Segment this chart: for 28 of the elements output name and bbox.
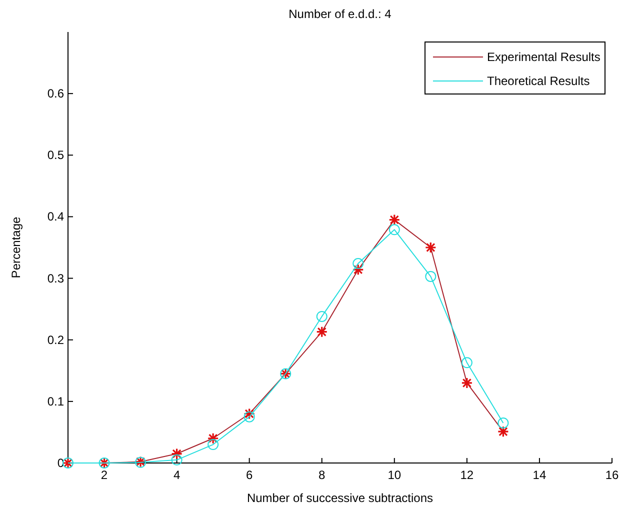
point: [461, 357, 472, 368]
y-tick-label: 0.3: [47, 271, 64, 286]
y-axis-title: Percentage: [9, 216, 23, 278]
x-tick-label: 14: [532, 468, 546, 482]
y-tick-label: 0.2: [47, 332, 64, 347]
x-tick-label: 4: [173, 468, 180, 482]
point: [208, 439, 219, 450]
y-tick-label: 0.1: [47, 394, 64, 408]
point: [352, 258, 364, 270]
x-tick-label: 12: [460, 468, 474, 482]
x-tick-label: 6: [246, 468, 253, 482]
x-tick-label: 2: [100, 468, 108, 482]
point: [425, 270, 436, 282]
legend-label: Theoretical Results: [487, 74, 590, 88]
x-tick-label: 16: [605, 468, 619, 482]
x-axis-title: Number of successive subtractions: [246, 491, 434, 505]
y-tick-label: 0.4: [47, 210, 64, 224]
point: [498, 417, 509, 428]
y-tick-label: 0.6: [47, 86, 64, 101]
point: [171, 454, 182, 466]
chart-title: Number of e.d.d.: 4: [288, 7, 392, 21]
point: [388, 224, 400, 236]
x-tick-label: 8: [318, 468, 326, 482]
point: [316, 310, 328, 322]
point: [244, 411, 255, 422]
y-tick-label: 0.5: [47, 148, 64, 162]
legend-label: Experimental Results: [487, 50, 600, 64]
x-tick-label: 10: [388, 468, 402, 482]
